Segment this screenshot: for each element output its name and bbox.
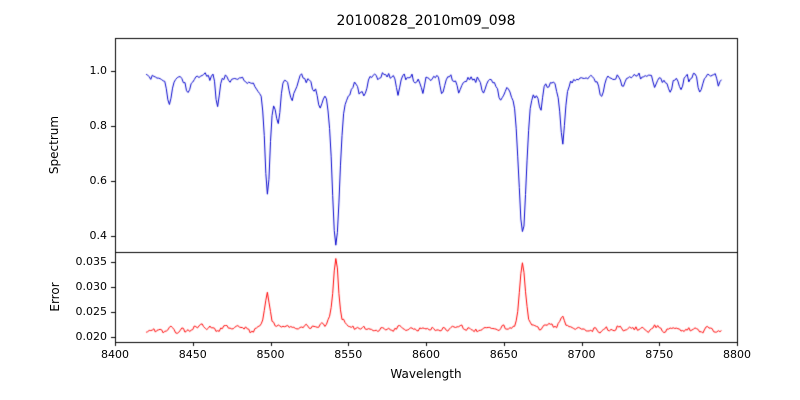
x-tick-label: 8450 (178, 348, 207, 361)
x-axis-label: Wavelength (390, 367, 462, 381)
x-tick-label: 8750 (645, 348, 674, 361)
x-tick-label: 8800 (723, 348, 751, 361)
x-tick-label: 8550 (334, 348, 363, 361)
x-tick-label: 8400 (101, 348, 129, 361)
spectrum-y-tick-label: 0.6 (89, 173, 108, 187)
spectrum-y-tick-label: 0.4 (89, 228, 108, 242)
spectrum-y-tick-label: 0.8 (89, 118, 108, 132)
error-y-tick-label: 0.030 (75, 280, 108, 293)
error-y-tick-label: 0.025 (75, 305, 108, 318)
error-y-tick-label: 0.020 (75, 330, 108, 343)
x-tick-label: 8500 (256, 348, 285, 361)
spectrum-y-tick-label: 1.0 (89, 63, 108, 77)
chart-title: 20100828_2010m09_098 (336, 13, 516, 29)
spectrum-y-axis-label: Spectrum (47, 115, 61, 175)
error-y-tick-label: 0.035 (75, 255, 108, 268)
x-tick-label: 8600 (412, 348, 440, 361)
x-tick-label: 8650 (489, 348, 518, 361)
x-tick-label: 8700 (567, 348, 596, 361)
